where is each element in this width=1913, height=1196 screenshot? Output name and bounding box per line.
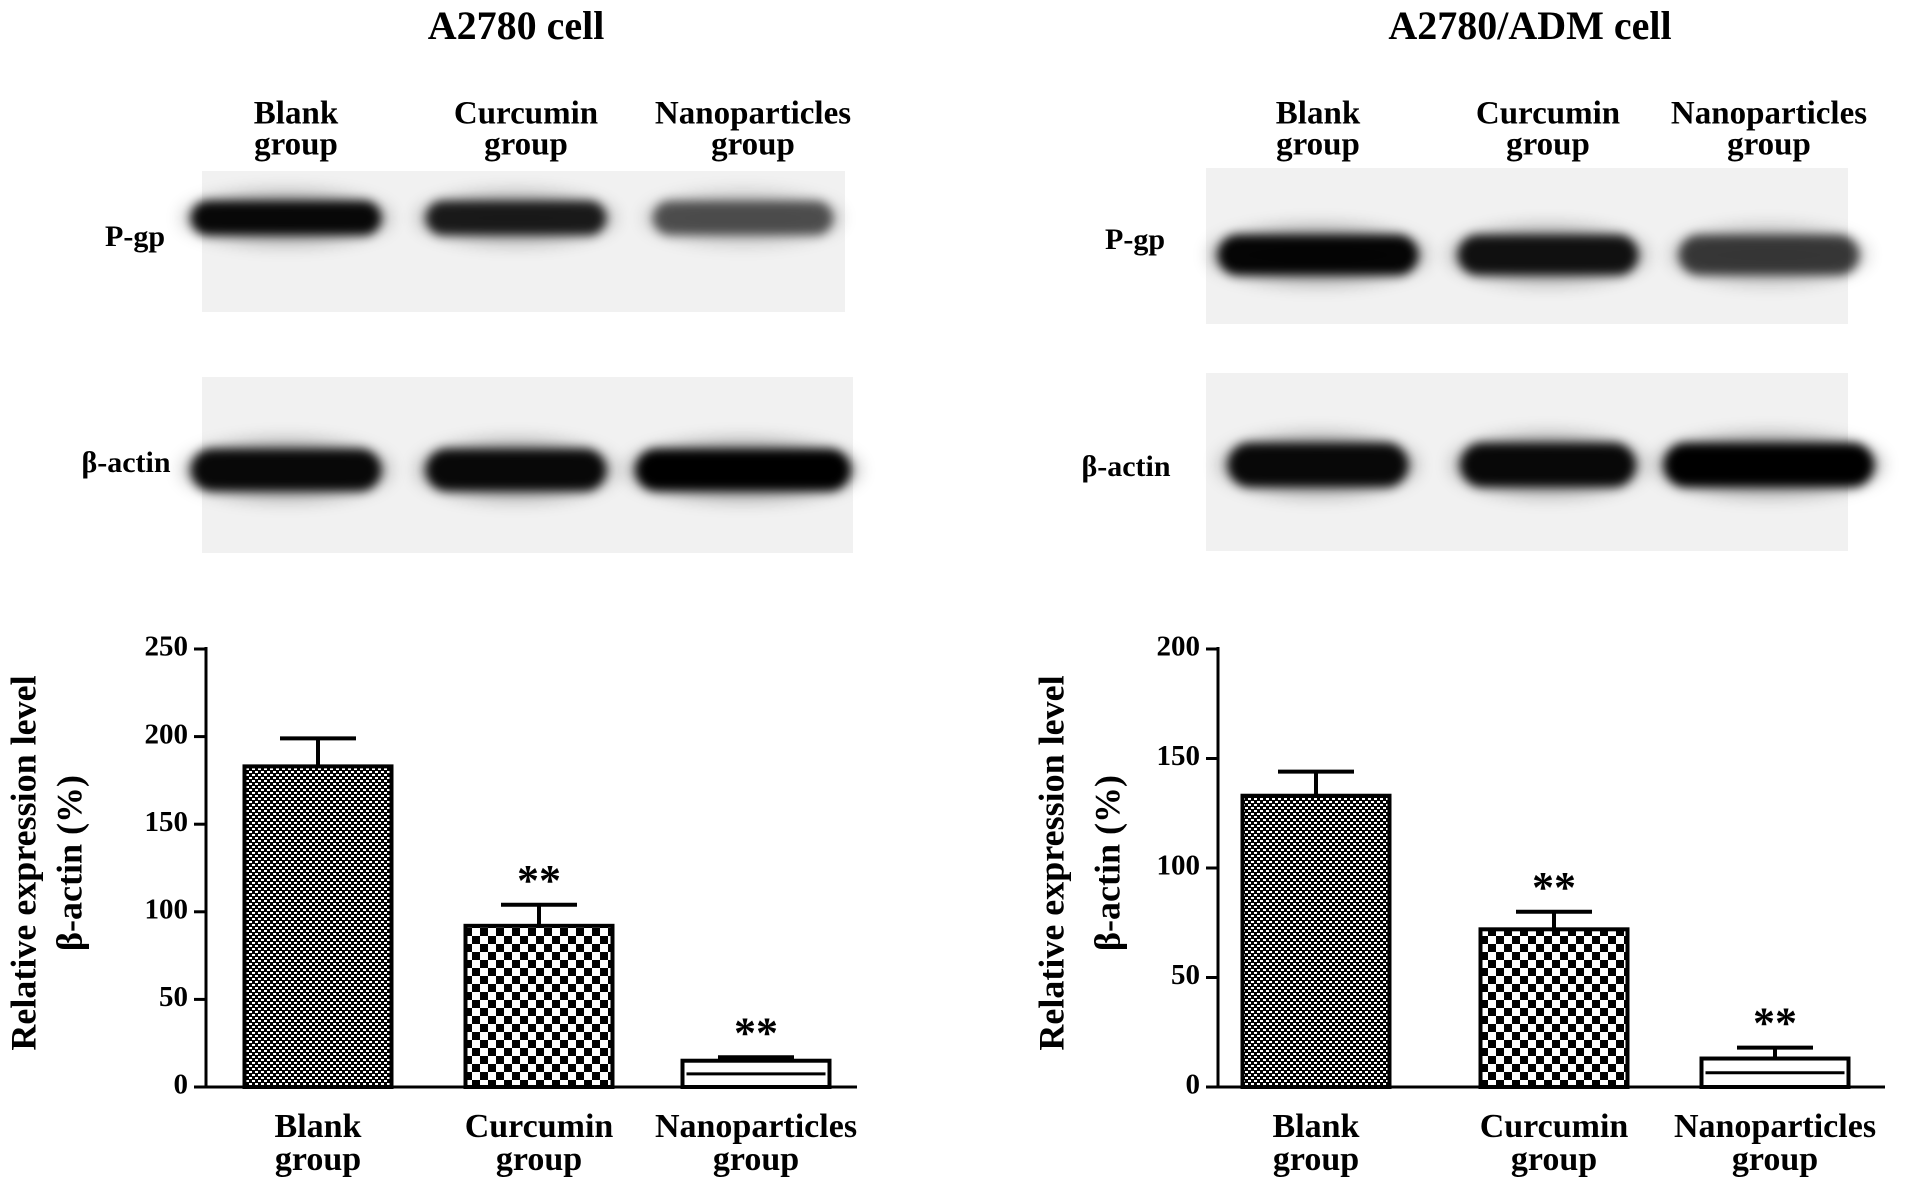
y-axis-label: β-actin (%): [49, 775, 89, 951]
x-tick-label: group: [1511, 1141, 1597, 1178]
x-tick-label: Curcumin: [1480, 1108, 1629, 1145]
blot-band: [191, 449, 381, 491]
blot-band: [1458, 235, 1638, 275]
y-axis-label: Relative expression level: [1031, 675, 1071, 1050]
lane-label: Curcumin: [454, 96, 598, 132]
significance-label: **: [1753, 999, 1797, 1048]
y-tick-label: 50: [1171, 959, 1200, 991]
blot-band: [635, 449, 851, 491]
x-tick-label: Nanoparticles: [655, 1108, 857, 1145]
lane-label: group: [1506, 127, 1590, 163]
x-tick-label: Blank: [275, 1108, 362, 1145]
x-tick-label: Blank: [1273, 1108, 1360, 1145]
y-tick-label: 0: [1186, 1069, 1201, 1101]
lane-label: Nanoparticles: [655, 96, 851, 132]
lane-label: group: [254, 127, 338, 163]
blot-band: [1228, 443, 1408, 487]
significance-label: **: [734, 1008, 778, 1057]
blot-row-label: P-gp: [1105, 223, 1165, 256]
lane-label: group: [711, 127, 795, 163]
y-tick-label: 250: [145, 631, 189, 663]
bar: [242, 764, 394, 1089]
y-tick-label: 100: [1157, 850, 1201, 882]
y-tick-label: 150: [145, 806, 189, 838]
lane-label: Blank: [1276, 96, 1361, 132]
bar: [1478, 927, 1630, 1089]
y-axis-label: β-actin (%): [1087, 775, 1127, 951]
bar: [1240, 793, 1392, 1089]
panel-title: A2780 cell: [428, 3, 605, 48]
blot-band: [653, 201, 833, 235]
x-tick-label: group: [496, 1141, 582, 1178]
blot-band: [1218, 235, 1418, 275]
blot-band: [426, 449, 606, 491]
y-tick-label: 200: [1157, 631, 1201, 663]
panel-title: A2780/ADM cell: [1388, 3, 1671, 48]
x-tick-label: Nanoparticles: [1674, 1108, 1876, 1145]
blot-band: [426, 201, 606, 235]
x-tick-label: group: [713, 1141, 799, 1178]
y-tick-label: 200: [145, 718, 189, 750]
y-axis-label: Relative expression level: [3, 675, 43, 1050]
blot-row-label: β-actin: [1081, 450, 1170, 483]
y-tick-label: 0: [174, 1069, 189, 1101]
blot-row-label: P-gp: [105, 220, 165, 253]
lane-label: Blank: [254, 96, 339, 132]
lane-label: Curcumin: [1476, 96, 1620, 132]
x-tick-label: group: [1732, 1141, 1818, 1178]
x-tick-label: Curcumin: [465, 1108, 614, 1145]
blot-band: [1679, 235, 1859, 275]
blot-band: [1664, 443, 1874, 487]
blot-row-label: β-actin: [81, 446, 170, 479]
lane-label: Nanoparticles: [1671, 96, 1867, 132]
bar: [463, 923, 615, 1089]
lane-label: group: [484, 127, 568, 163]
y-tick-label: 100: [145, 893, 189, 925]
lane-label: group: [1727, 127, 1811, 163]
x-tick-label: group: [275, 1141, 361, 1178]
y-tick-label: 50: [159, 981, 188, 1013]
significance-label: **: [517, 856, 561, 905]
x-tick-label: group: [1273, 1141, 1359, 1178]
blot-band: [191, 201, 381, 235]
lane-label: group: [1276, 127, 1360, 163]
blot-band: [1460, 443, 1636, 487]
y-tick-label: 150: [1157, 740, 1201, 772]
significance-label: **: [1532, 863, 1576, 912]
